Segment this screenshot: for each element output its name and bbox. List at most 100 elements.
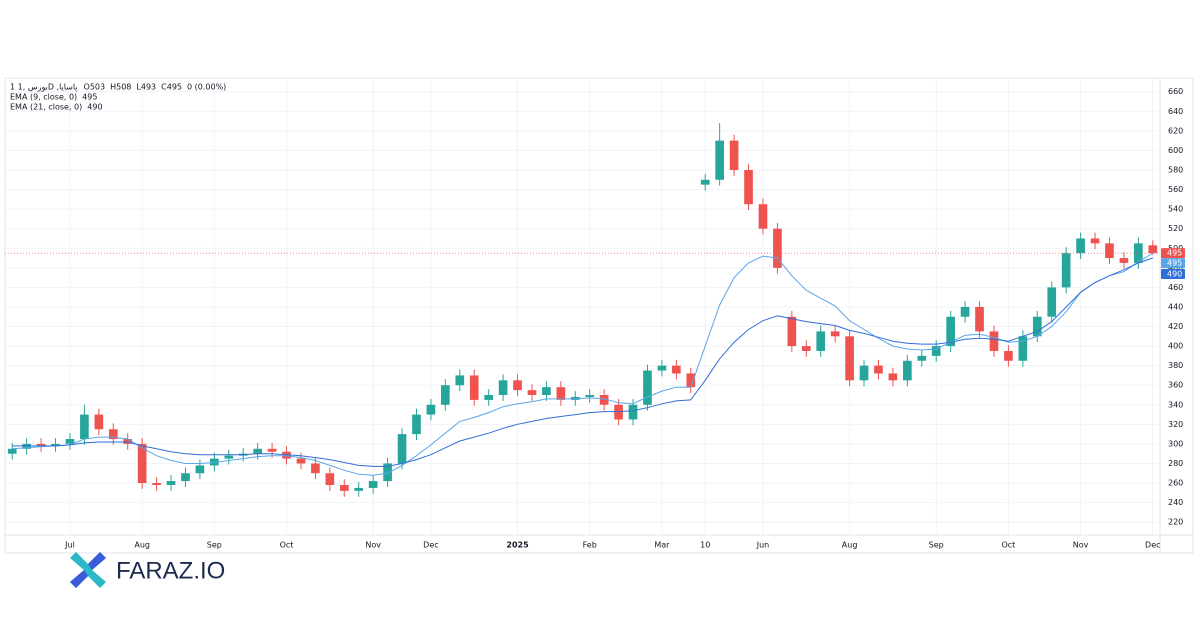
candle-body (441, 385, 450, 405)
x-tick-label: Jun (756, 541, 770, 550)
candle-body (137, 443, 147, 484)
legend-value: 495 (82, 93, 97, 102)
candle-body (108, 429, 118, 440)
ema-line (12, 257, 1153, 467)
candle-body (383, 463, 392, 482)
y-tick-label: 600 (1168, 146, 1183, 155)
y-tick-label: 620 (1168, 126, 1183, 135)
chart-frame (4, 77, 1194, 554)
x-tick-label: 2025 (506, 541, 529, 550)
symbol-title: 1 بورس ,1D ,پاسایا (10, 83, 78, 92)
ema-line (12, 252, 1154, 476)
price-badge (1161, 248, 1185, 259)
candle-body (801, 346, 811, 351)
candle-body (931, 346, 941, 356)
candle-body (989, 331, 999, 351)
candle-body (643, 370, 652, 405)
candle-body (1148, 245, 1158, 254)
logo: FARAZ.IO (70, 552, 225, 588)
candle-body (787, 316, 797, 347)
ohlc-value: C495 (161, 83, 182, 92)
legend-entry: EMA (21, close, 0) (10, 103, 82, 112)
y-tick-label: 340 (1168, 400, 1183, 409)
candle-body (7, 448, 17, 454)
candle-body (94, 414, 104, 430)
x-tick-label: Mar (654, 541, 670, 550)
candle-body (672, 365, 681, 374)
candle-body (1004, 350, 1013, 361)
y-tick-label: 320 (1168, 420, 1183, 429)
candle-body (36, 443, 46, 446)
legend-entry: EMA (9, close, 0) (10, 93, 77, 102)
candle-body (253, 448, 262, 454)
candle-body (368, 481, 378, 488)
x-tick-label: Jul (64, 541, 75, 550)
candle-body (426, 404, 436, 415)
candle-body (1061, 253, 1071, 288)
ohlc-value: 0 (0.00%) (187, 83, 226, 92)
candle-body (1090, 238, 1100, 244)
candle-body (830, 331, 840, 337)
candle-body (123, 439, 133, 444)
candle-body (1018, 336, 1028, 361)
x-tick-label: Oct (1001, 541, 1015, 550)
y-tick-label: 560 (1168, 185, 1183, 194)
candle-body (181, 473, 190, 482)
x-tick-label: Dec (1145, 541, 1160, 550)
x-tick-label: Oct (280, 541, 294, 550)
price-badge (1161, 269, 1185, 280)
logo-text: FARAZ.IO (116, 557, 225, 584)
candle-body (513, 380, 522, 391)
candle-body (65, 439, 75, 444)
candle-body (527, 390, 537, 395)
y-tick-label: 460 (1168, 283, 1183, 292)
candle-body (700, 179, 710, 185)
y-tick-label: 440 (1168, 302, 1183, 311)
candle-body (556, 387, 566, 400)
candle-body (816, 331, 826, 351)
logo-icon (70, 552, 106, 588)
candle-body (152, 483, 161, 485)
candle-body (224, 455, 234, 459)
x-tick-label: Nov (365, 541, 381, 550)
candle-body (744, 170, 753, 205)
candle-body (339, 485, 349, 491)
candle-body (1047, 287, 1057, 317)
candle-body (585, 395, 595, 397)
candle-body (267, 448, 277, 452)
x-tick-label: Aug (842, 541, 858, 550)
y-tick-label: 580 (1168, 166, 1183, 175)
candle-body (628, 404, 638, 420)
candle-body (773, 228, 782, 268)
plot (5, 123, 1160, 497)
candle-body (296, 458, 306, 464)
candle-body (51, 443, 60, 446)
candle-body (455, 375, 465, 386)
legend: 1 بورس ,1D ,پاسایا EMA (9, close, 0) 495E… (10, 83, 226, 112)
legend-value: 490 (87, 103, 102, 112)
candle-body (311, 463, 320, 474)
candle-body (960, 306, 970, 317)
price-badge-label: 495 (1167, 259, 1182, 268)
candle-body (1119, 258, 1129, 263)
y-tick-label: 220 (1168, 518, 1183, 527)
candle-body (469, 375, 479, 400)
price-badge (1161, 258, 1185, 269)
candle-body (599, 395, 609, 405)
candle-body (859, 365, 869, 381)
x-tick-label: 10 (700, 541, 710, 550)
candle-body (1134, 243, 1143, 263)
y-tick-label: 640 (1168, 107, 1183, 116)
candle-body (874, 365, 883, 374)
candle-body (397, 434, 407, 464)
candle-body (80, 414, 89, 440)
y-tick-label: 420 (1168, 322, 1183, 331)
x-tick-label: Nov (1073, 541, 1089, 550)
candle-body (166, 481, 176, 485)
candle-body (1076, 238, 1085, 254)
price-badge-label: 490 (1167, 270, 1182, 279)
x-tick-label: Dec (423, 541, 438, 550)
candle-body (354, 487, 364, 491)
price-badge-label: 495 (1167, 249, 1182, 258)
x-tick-label: Sep (207, 541, 222, 550)
